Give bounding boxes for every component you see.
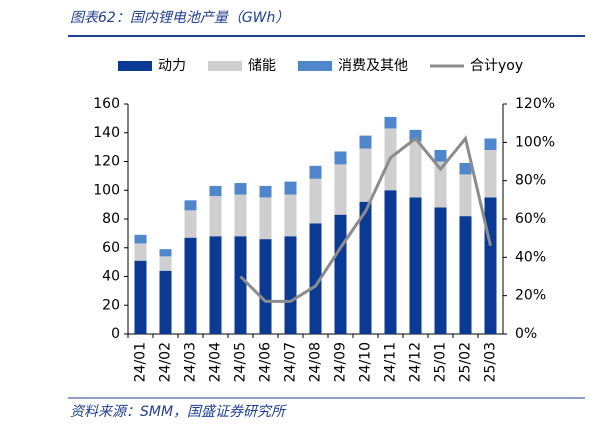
bar-segment — [359, 148, 372, 202]
x-tick-label: 25/01 — [433, 342, 449, 382]
bar-segment — [309, 223, 322, 334]
y-tick-label: 160 — [93, 96, 120, 112]
y-tick-label: 80 — [102, 211, 120, 227]
bar-segment — [159, 270, 172, 334]
x-tick-label: 24/06 — [258, 342, 274, 382]
y2-tick-label: 60% — [515, 211, 546, 227]
bar-segment — [184, 237, 197, 334]
bar-segment — [384, 116, 397, 129]
x-tick-label: 24/01 — [133, 342, 149, 382]
x-tick-label: 25/03 — [483, 342, 499, 382]
bar-segment — [309, 178, 322, 224]
legend-swatch — [298, 61, 332, 71]
legend-swatch — [208, 61, 242, 71]
bar-segment — [234, 183, 247, 195]
bar-segment — [334, 164, 347, 215]
bar-segment — [284, 236, 297, 334]
y-tick-label: 140 — [93, 125, 120, 141]
line — [239, 135, 492, 303]
bar-segment — [134, 243, 147, 261]
x-tick-label: 24/08 — [308, 342, 324, 382]
bar-segment — [284, 194, 297, 237]
bar-segment — [409, 129, 422, 142]
y2-tick-label: 120% — [515, 96, 555, 112]
x-tick-label: 24/10 — [358, 342, 374, 382]
y2-tick-label: 0% — [515, 326, 537, 342]
legend-label: 动力 — [158, 58, 186, 74]
y-tick-label: 40 — [102, 269, 120, 285]
legend-label: 消费及其他 — [338, 58, 408, 74]
bar-segment — [434, 150, 447, 162]
y-tick-label: 120 — [93, 154, 120, 170]
bar-segment — [359, 135, 372, 149]
bar-segment — [459, 174, 472, 217]
y-tick-label: 0 — [111, 326, 120, 342]
bar-segment — [284, 181, 297, 195]
bar-segment — [209, 185, 222, 196]
y2-tick-label: 20% — [515, 288, 546, 304]
bar-segment — [409, 141, 422, 198]
bar-segment — [259, 185, 272, 198]
x-tick-label: 24/07 — [283, 342, 299, 382]
bar-segment — [484, 138, 497, 150]
y2-tick-label: 100% — [515, 134, 555, 150]
x-tick-label: 24/03 — [183, 342, 199, 382]
bar-segment — [384, 190, 397, 334]
x-tick-label: 24/02 — [158, 342, 174, 382]
bar-segment — [259, 197, 272, 240]
bar-segment — [184, 200, 197, 211]
bar-segment — [409, 197, 422, 334]
bar-segment — [334, 151, 347, 165]
y2-tick-label: 40% — [515, 249, 546, 265]
y-tick-label: 100 — [93, 182, 120, 198]
bar-segment — [209, 196, 222, 237]
y-tick-label: 20 — [102, 297, 120, 313]
header-title: 图表62：国内锂电池产量（GWh） — [70, 10, 289, 26]
bar-segment — [309, 165, 322, 179]
bar-segment — [184, 210, 197, 238]
x-tick-label: 24/12 — [408, 342, 424, 382]
y-tick-label: 60 — [102, 240, 120, 256]
bar-segment — [209, 236, 222, 334]
legend-swatch — [118, 61, 152, 71]
bar-segment — [434, 207, 447, 334]
bar-segment — [234, 194, 247, 237]
bar-segment — [259, 239, 272, 334]
x-tick-label: 24/04 — [208, 342, 224, 382]
bar-segment — [134, 260, 147, 334]
bar-segment — [159, 249, 172, 257]
footer-source: 资料来源：SMM，国盛证券研究所 — [70, 404, 287, 420]
legend-label: 储能 — [248, 58, 276, 74]
bar-segment — [459, 162, 472, 175]
bar-segment — [159, 256, 172, 271]
bar-segment — [484, 150, 497, 198]
bar-segment — [234, 236, 247, 334]
x-tick-label: 24/11 — [383, 342, 399, 382]
y2-tick-label: 80% — [515, 173, 546, 189]
bar-segment — [484, 197, 497, 334]
x-tick-label: 24/09 — [333, 342, 349, 382]
bar-segment — [334, 214, 347, 334]
x-tick-label: 24/05 — [233, 342, 249, 382]
bar-segment — [434, 161, 447, 208]
bar-segment — [459, 216, 472, 334]
x-tick-label: 25/02 — [458, 342, 474, 382]
bar-segment — [359, 201, 372, 334]
bar-segment — [134, 234, 147, 244]
legend-label: 合计yoy — [470, 58, 523, 74]
